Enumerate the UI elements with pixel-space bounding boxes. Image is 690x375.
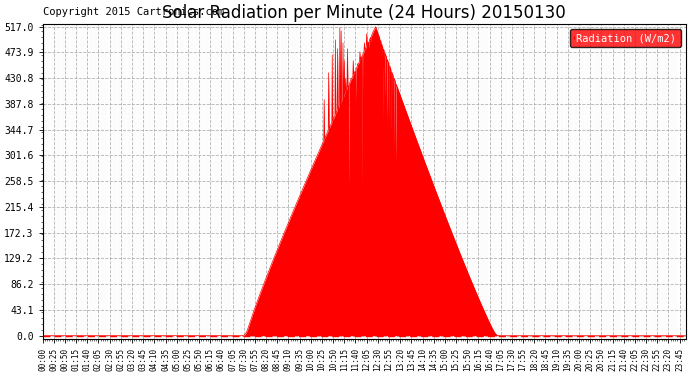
Text: Copyright 2015 Cartronics.com: Copyright 2015 Cartronics.com (43, 8, 224, 17)
Title: Solar Radiation per Minute (24 Hours) 20150130: Solar Radiation per Minute (24 Hours) 20… (162, 4, 566, 22)
Legend: Radiation (W/m2): Radiation (W/m2) (570, 29, 680, 47)
